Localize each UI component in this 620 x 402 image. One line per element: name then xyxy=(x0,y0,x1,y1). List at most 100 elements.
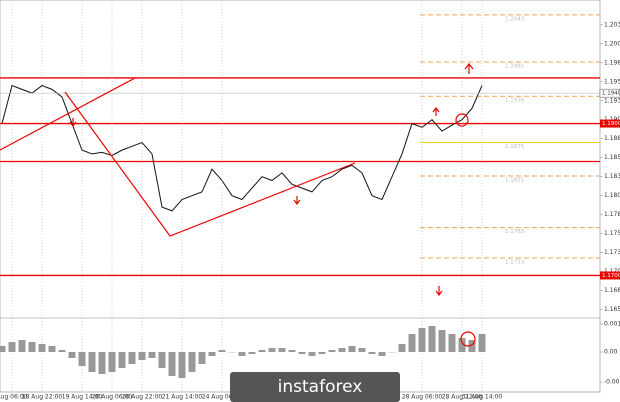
fib-label: 1.1831 xyxy=(505,177,524,183)
macd-bar xyxy=(68,352,76,358)
fib-label: 1.2043 xyxy=(505,16,525,22)
y-tick-label: 1.1730 xyxy=(604,249,620,256)
macd-bar xyxy=(318,352,326,354)
x-tick-label: 21 Aug 14:00 xyxy=(162,394,203,401)
fib-label: 1.1763 xyxy=(505,229,525,235)
x-tick-label: 20 Aug 06:00 xyxy=(92,394,133,401)
macd-bar xyxy=(378,352,386,356)
y-tick-label: 1.1830 xyxy=(604,173,620,180)
last-price-box xyxy=(599,88,620,98)
macd-bar xyxy=(408,334,416,352)
trend-line xyxy=(64,91,356,237)
fib-label: 1.1936 xyxy=(505,98,525,104)
x-tick-label: 28 Aug 06:00 xyxy=(402,394,443,401)
y-tick-label: -0.0015 xyxy=(604,379,620,386)
highlight-circle xyxy=(460,331,476,347)
macd-bar xyxy=(118,352,126,368)
arrow-down xyxy=(435,286,443,296)
x-tick-label: 19 Aug 14:00 xyxy=(62,394,103,401)
y-tick-label: 1.1980 xyxy=(604,59,620,66)
macd-bar xyxy=(88,352,96,372)
macd-bar xyxy=(458,338,466,352)
fib-label: 1.1981 xyxy=(505,64,524,70)
x-tick-label: Aug 06:00 xyxy=(0,394,28,401)
y-tick-label: 1.1855 xyxy=(604,154,620,161)
x-tick-label: 24 Aug 06:00 xyxy=(202,394,243,401)
macd-bar xyxy=(128,352,136,364)
macd-bar xyxy=(348,346,356,352)
macd-bar xyxy=(138,352,146,360)
arrow-up xyxy=(432,107,440,116)
macd-bar xyxy=(18,340,26,352)
x-tick-label: 28 Aug 22:00 xyxy=(442,394,483,401)
macd-bar xyxy=(158,352,166,368)
watermark-text: instaforex xyxy=(278,377,363,397)
macd-bar xyxy=(398,344,406,352)
x-tick-label: 20 Aug 22:00 xyxy=(122,394,163,401)
macd-bar xyxy=(438,330,446,352)
y-tick-label: 0.00 xyxy=(604,349,618,356)
macd-bar xyxy=(278,348,286,352)
macd-bar xyxy=(38,344,46,352)
macd-bar xyxy=(358,348,366,352)
macd-bar xyxy=(218,350,226,352)
y-tick-label: 1.2005 xyxy=(604,40,620,47)
arrows xyxy=(69,63,476,347)
y-tick-label: 1.1780 xyxy=(604,211,620,218)
macd-bar xyxy=(208,352,216,356)
y-tick-label: 1.1880 xyxy=(604,135,620,142)
y-tick-label: 1.1680 xyxy=(604,287,620,294)
macd-bar xyxy=(108,352,116,372)
macd-bar xyxy=(58,350,66,352)
arrow-up xyxy=(464,63,474,74)
macd-bar xyxy=(448,334,456,352)
macd-bar xyxy=(468,340,476,352)
macd-bar xyxy=(478,334,486,352)
arrow-down xyxy=(69,118,77,127)
fib-label: 1.1723 xyxy=(505,259,525,265)
arrow-down xyxy=(293,196,301,205)
macd-bar xyxy=(238,352,246,356)
y-tick-label: 1.1655 xyxy=(604,306,620,313)
macd-bar xyxy=(168,352,176,376)
highlight-circle xyxy=(455,113,469,127)
y-tick-label: 1.1755 xyxy=(604,230,620,237)
trend-line xyxy=(0,77,136,151)
macd-bar xyxy=(428,326,436,352)
macd-bar xyxy=(98,352,106,374)
last-price-label: 1.1940 xyxy=(602,91,620,97)
macd-bar xyxy=(188,352,196,372)
fib-label: 1.1875 xyxy=(505,144,525,150)
macd-bar xyxy=(258,350,266,352)
level-label-box xyxy=(600,119,620,128)
macd-bar xyxy=(198,352,206,364)
macd-bar xyxy=(308,352,316,356)
trend-lines xyxy=(0,77,356,237)
y-tick-label: 1.2030 xyxy=(604,21,620,28)
macd-bar xyxy=(78,352,86,366)
watermark: instaforex xyxy=(230,372,400,402)
macd-bar xyxy=(298,352,306,354)
macd-bar xyxy=(28,342,36,352)
macd-bar xyxy=(338,348,346,352)
plot-frame xyxy=(0,0,601,393)
x-tick-label: 18 Aug 22:00 xyxy=(22,394,63,401)
y-tick-label: 1.1930 xyxy=(604,97,620,104)
y-tick-label: 1.1805 xyxy=(604,192,620,199)
macd-bar xyxy=(288,350,296,352)
level-label: 1.1700 xyxy=(602,273,620,279)
macd-bar xyxy=(268,348,276,352)
level-label-box xyxy=(600,271,620,280)
level-label: 1.1900 xyxy=(602,121,620,127)
watermark-box xyxy=(230,372,400,402)
macd-bar xyxy=(328,350,336,352)
macd-bar xyxy=(148,352,156,358)
macd-bar xyxy=(178,352,186,378)
macd-bar xyxy=(0,346,6,352)
x-tick-label: 31 Aug 14:00 xyxy=(462,394,503,401)
macd-bar xyxy=(248,352,256,354)
macd-bar xyxy=(8,342,16,352)
macd-bar xyxy=(368,352,376,354)
